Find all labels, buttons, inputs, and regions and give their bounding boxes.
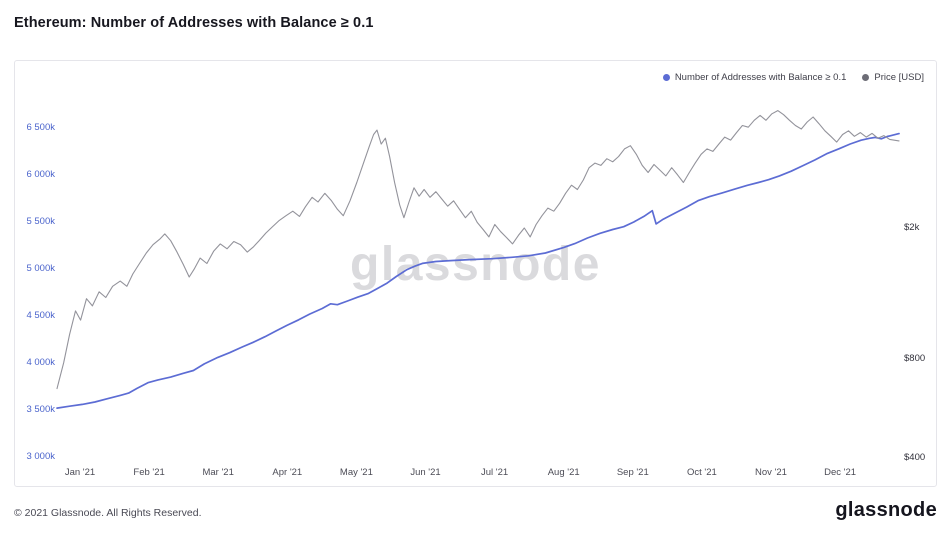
left-axis-tick: 4 000k bbox=[26, 357, 55, 368]
right-axis-tick: $800 bbox=[904, 352, 926, 364]
footer: © 2021 Glassnode. All Rights Reserved. g… bbox=[0, 496, 952, 533]
legend-item-addresses[interactable]: Number of Addresses with Balance ≥ 0.1 bbox=[662, 72, 847, 83]
left-axis-tick: 6 500k bbox=[26, 122, 55, 133]
x-axis-tick: Mar '21 bbox=[202, 467, 234, 478]
left-axis-tick: 6 000k bbox=[26, 169, 55, 180]
legend-label: Price [USD] bbox=[874, 72, 924, 83]
right-axis-tick: $2k bbox=[904, 222, 920, 234]
glassnode-logo[interactable]: glassnode bbox=[835, 499, 937, 521]
right-axis-tick: $400 bbox=[904, 452, 926, 463]
x-axis-tick: Sep '21 bbox=[616, 467, 649, 478]
left-axis-tick: 5 500k bbox=[26, 216, 55, 227]
x-axis-tick: Feb '21 bbox=[133, 467, 165, 478]
chart-card: glassnode Number of Addresses with Balan… bbox=[14, 60, 937, 487]
x-axis-tick: Nov '21 bbox=[755, 467, 787, 478]
x-axis-tick: Dec '21 bbox=[824, 467, 857, 478]
glassnode-watermark: glassnode bbox=[350, 238, 601, 291]
legend-dot-icon bbox=[662, 74, 670, 81]
price-line bbox=[56, 110, 900, 390]
x-axis-tick: Oct '21 bbox=[686, 467, 717, 478]
left-axis-tick: 3 500k bbox=[26, 404, 55, 415]
x-axis-tick: Jul '21 bbox=[481, 467, 509, 478]
copyright-text: © 2021 Glassnode. All Rights Reserved. bbox=[14, 507, 202, 519]
addresses-line bbox=[56, 132, 900, 409]
legend-label: Number of Addresses with Balance ≥ 0.1 bbox=[674, 72, 847, 83]
x-axis-tick: May '21 bbox=[339, 467, 373, 478]
x-axis-tick: Apr '21 bbox=[272, 467, 303, 478]
page-title: Ethereum: Number of Addresses with Balan… bbox=[14, 15, 374, 31]
left-axis-tick: 5 000k bbox=[26, 263, 55, 274]
x-axis-tick: Aug '21 bbox=[547, 467, 580, 478]
left-axis-tick: 3 000k bbox=[26, 451, 55, 462]
legend-dot-icon bbox=[862, 74, 870, 81]
chart-legend: Number of Addresses with Balance ≥ 0.1 Pr… bbox=[662, 72, 924, 83]
x-axis-tick: Jun '21 bbox=[410, 467, 441, 478]
chart-plot-area[interactable] bbox=[15, 61, 936, 486]
left-axis-tick: 4 500k bbox=[26, 310, 55, 321]
x-axis-tick: Jan '21 bbox=[64, 467, 96, 478]
legend-item-price[interactable]: Price [USD] bbox=[862, 72, 924, 83]
